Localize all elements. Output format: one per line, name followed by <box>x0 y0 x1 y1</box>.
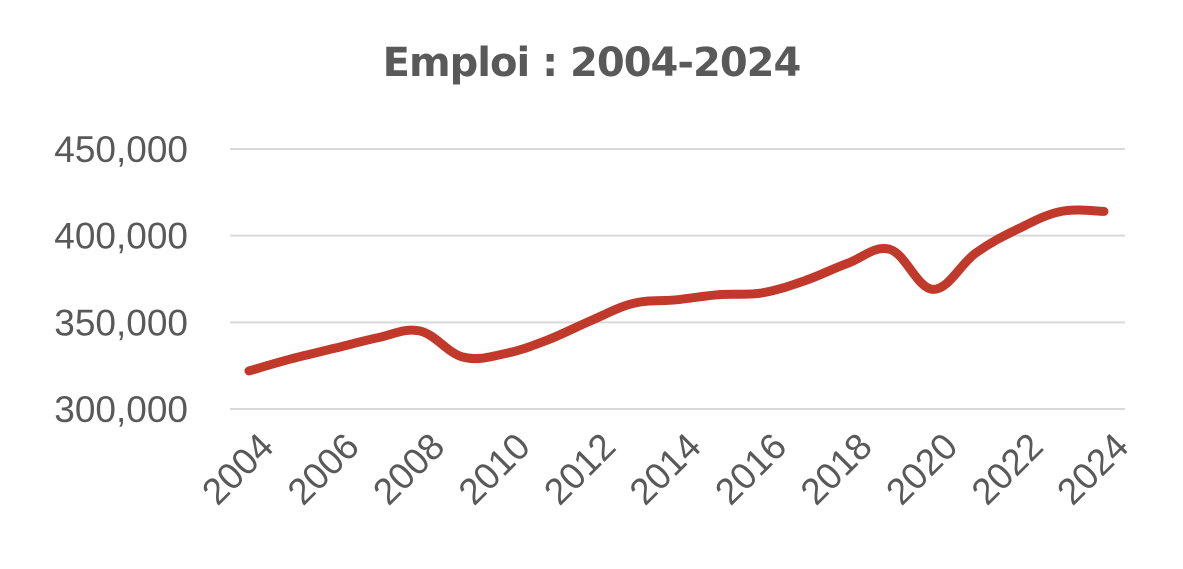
x-tick-label: 2010 <box>451 425 538 512</box>
gridlines <box>230 148 1125 410</box>
x-tick-label: 2020 <box>878 425 965 512</box>
x-tick-label: 2004 <box>194 425 281 512</box>
series-line <box>244 205 1109 376</box>
x-tick-label: 2008 <box>365 425 452 512</box>
x-tick-label: 2006 <box>280 425 367 512</box>
y-axis-tick-labels: 300,000 350,000 400,000 450,000 <box>54 129 188 430</box>
x-tick-label: 2012 <box>536 425 623 512</box>
x-tick-label: 2016 <box>707 425 794 512</box>
x-tick-label: 2014 <box>622 425 709 512</box>
y-tick-label: 300,000 <box>54 389 188 430</box>
x-tick-label: 2018 <box>793 425 880 512</box>
y-tick-label: 450,000 <box>54 129 188 170</box>
series-layer <box>244 205 1109 376</box>
x-tick-label: 2022 <box>964 425 1051 512</box>
x-axis-tick-labels: 2004200620082010201220142016201820202022… <box>194 425 1136 512</box>
x-tick-label: 2024 <box>1049 425 1136 512</box>
y-tick-label: 400,000 <box>54 216 188 257</box>
chart-title: Emploi : 2004-2024 <box>382 40 802 86</box>
y-tick-label: 350,000 <box>54 302 188 343</box>
